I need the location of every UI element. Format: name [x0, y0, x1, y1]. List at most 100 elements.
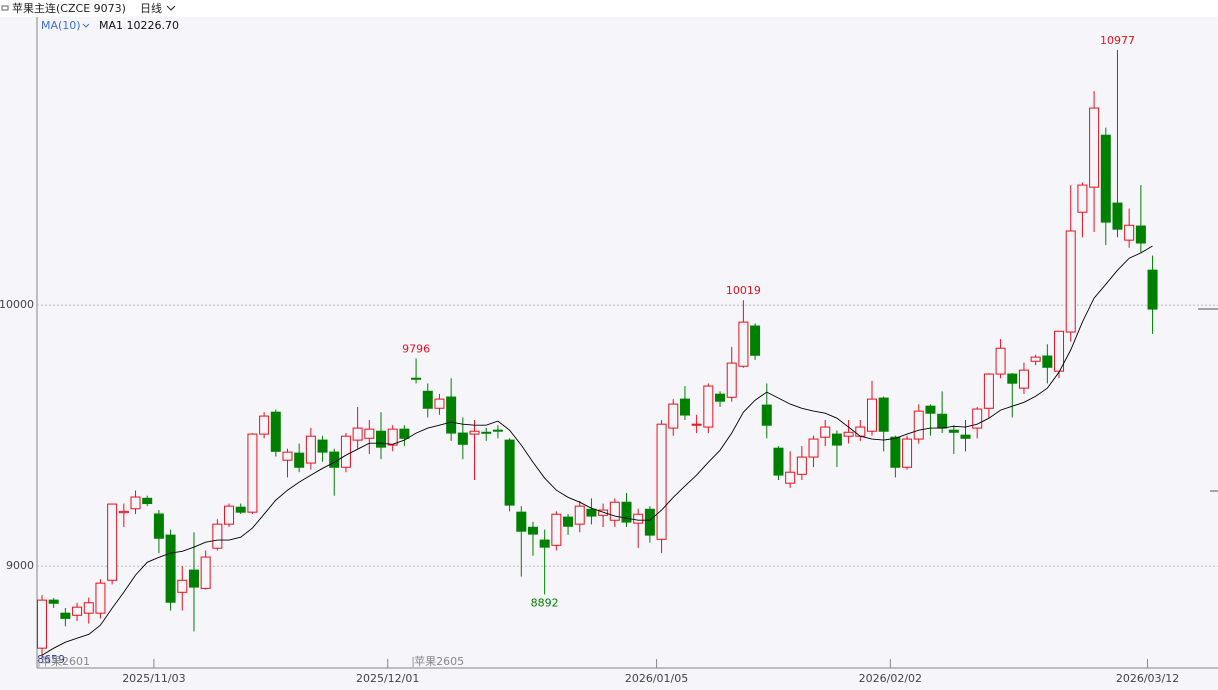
chart-title: 苹果主连(CZCE 9073) — [12, 1, 126, 15]
indicator-chevron[interactable] — [82, 23, 90, 28]
candle-body — [411, 377, 422, 380]
candle-body — [913, 410, 924, 440]
candle-body — [153, 513, 164, 539]
candle-body — [621, 501, 632, 523]
x-tick-label: 2026/01/05 — [625, 672, 688, 685]
candle-body — [773, 447, 784, 476]
candle-body — [574, 505, 585, 525]
x-axis-band — [0, 669, 1218, 690]
candle-body — [270, 411, 281, 452]
menu-icon[interactable] — [1, 5, 9, 11]
period-chevron[interactable] — [166, 5, 176, 11]
candle-body — [948, 429, 959, 433]
candle-body — [983, 373, 994, 409]
y-tick-label: 9000 — [6, 559, 34, 572]
low-label: 8659 — [37, 653, 65, 666]
candle-body — [224, 505, 235, 525]
candle-body — [972, 408, 983, 429]
candle-body — [820, 426, 831, 438]
indicator-selector[interactable]: MA(10) — [41, 19, 81, 32]
candle-body — [247, 433, 258, 513]
candle-body — [422, 390, 433, 409]
candle-body — [796, 456, 807, 475]
candle-body — [259, 415, 270, 435]
candle-body — [212, 523, 223, 549]
candle-body — [679, 398, 690, 416]
x-tick-label: 2026/02/02 — [859, 672, 922, 685]
low-label: 8892 — [531, 596, 559, 609]
x-tick-label: 2026/03/12 — [1116, 672, 1179, 685]
candle-body — [539, 539, 550, 548]
candle-body — [1042, 355, 1053, 368]
x-tick-label: 2025/11/03 — [122, 672, 185, 685]
indicator-value: MA1 10226.70 — [99, 19, 179, 32]
y-tick-label: 10000 — [0, 298, 34, 311]
candle-body — [329, 451, 340, 468]
candle-body — [831, 433, 842, 446]
candle-body — [703, 385, 714, 428]
candle-body — [399, 428, 410, 439]
candle-body — [609, 501, 620, 521]
candle-body — [551, 513, 562, 546]
candle-body — [738, 321, 749, 367]
candle-body — [48, 599, 59, 604]
contract-label: 苹果2601 — [40, 654, 90, 668]
candle-body — [317, 439, 328, 453]
ma-line — [41, 245, 1153, 656]
candle-body — [761, 404, 772, 426]
candle-body — [1135, 225, 1146, 244]
candle-body — [492, 429, 503, 432]
candle-body — [37, 599, 47, 649]
candle-body — [726, 362, 737, 398]
candle-body — [352, 427, 363, 441]
candle-body — [95, 582, 106, 614]
candle-body — [282, 451, 293, 461]
candle-body — [340, 435, 351, 468]
high-label: 9796 — [402, 342, 430, 355]
candle-body — [691, 423, 702, 426]
candle-body — [937, 413, 948, 429]
candle-body — [434, 398, 445, 409]
candle-body — [72, 606, 83, 616]
contract-label: 苹果2605 — [414, 654, 464, 668]
candle-body — [890, 436, 901, 468]
candle-body — [1018, 369, 1029, 389]
candle-body — [563, 516, 574, 527]
candle-body — [165, 534, 176, 603]
candle-body — [504, 439, 515, 506]
x-tick-label: 2025/12/01 — [356, 672, 419, 685]
candle-body — [808, 438, 819, 458]
candle-body — [715, 393, 726, 402]
candle-body — [481, 431, 492, 434]
candle-body — [305, 435, 316, 464]
candle-body — [925, 405, 936, 414]
candle-body — [1147, 269, 1158, 310]
candle-body — [1030, 356, 1041, 362]
candle-body — [457, 432, 468, 445]
candle-body — [995, 347, 1006, 375]
candle-body — [1065, 230, 1076, 333]
candle-body — [107, 503, 118, 581]
candle-body — [878, 397, 889, 432]
candle-body — [118, 510, 129, 514]
candle-body — [376, 430, 387, 448]
high-label: 10977 — [1100, 34, 1135, 47]
candle-body — [843, 431, 854, 437]
candle-body — [960, 434, 971, 439]
candle-body — [446, 396, 457, 434]
candle-body — [1089, 107, 1100, 188]
candle-body — [364, 428, 375, 439]
candle-body — [387, 428, 398, 446]
candle-body — [1112, 202, 1123, 230]
candle-body — [1124, 224, 1135, 241]
candle-body — [527, 526, 538, 535]
candle-body — [644, 508, 655, 536]
candle-body — [60, 612, 71, 619]
candle-body — [130, 496, 141, 510]
candle-body — [235, 506, 246, 513]
high-label: 10019 — [726, 284, 761, 297]
period-selector[interactable]: 日线 — [140, 1, 162, 15]
candle-body — [586, 508, 597, 517]
candle-body — [902, 438, 913, 468]
